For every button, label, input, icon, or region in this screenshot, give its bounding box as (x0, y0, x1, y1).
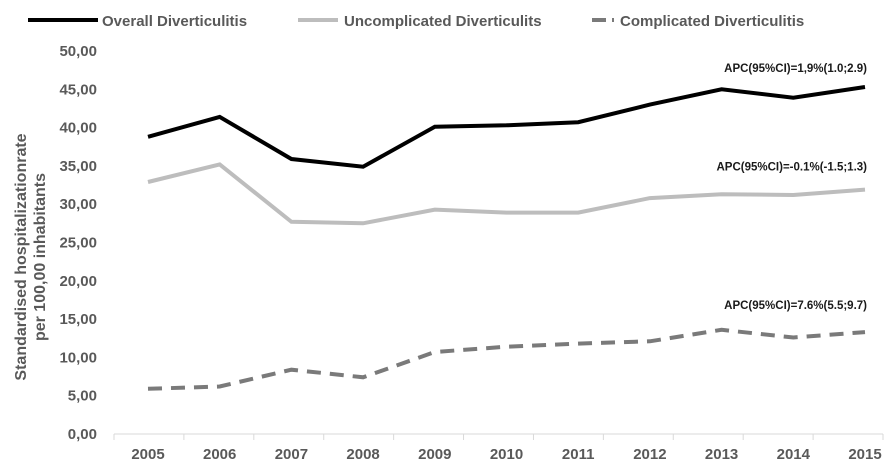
x-tick-label: 2011 (562, 446, 595, 463)
y-tick-label: 25,00 (59, 235, 97, 252)
x-axis: 2005 2006 2007 2008 2009 2010 2011 2012 2013 2014… (114, 434, 883, 463)
x-tick-label: 2006 (203, 446, 236, 463)
x-tick-label: 2013 (705, 446, 738, 463)
series-line-3 (148, 330, 865, 389)
series-lines (148, 87, 865, 389)
x-tick-label: 2015 (848, 446, 881, 463)
series-line-1 (148, 87, 865, 167)
x-tick-label: 2005 (131, 446, 164, 463)
x-tick-label: 2008 (346, 446, 379, 463)
y-axis-label: Standardised hospitalizationrate per 100… (13, 133, 49, 380)
x-tick-label: 2009 (418, 446, 451, 463)
apc-annotation: APC(95%CI)=1,9%(1.0;2.9) (724, 63, 867, 75)
legend-label: Overall Diverticulitis (102, 13, 247, 30)
y-tick-label: 10,00 (59, 349, 97, 366)
apc-annotation: APC(95%CI)=7.6%(5.5;9.7) (724, 300, 867, 312)
x-tick-label: 2010 (490, 446, 523, 463)
y-axis-ticks: 0,00 5,00 10,00 15,00 20,00 25,00 30,00 35,00 40… (59, 43, 97, 443)
apc-annotation: APC(95%CI)=-0.1%(-1.5;1.3) (716, 162, 867, 174)
y-tick-label: 20,00 (59, 273, 97, 290)
legend: Overall Diverticulitis Uncomplicated Dive… (28, 13, 804, 30)
x-tick-label: 2007 (275, 446, 308, 463)
y-tick-label: 0,00 (68, 426, 97, 443)
legend-label: Complicated Diverticulitis (620, 13, 804, 30)
y-tick-label: 35,00 (59, 158, 97, 175)
y-tick-label: 50,00 (59, 43, 97, 60)
y-tick-label: 30,00 (59, 196, 97, 213)
x-tick-label: 2012 (633, 446, 666, 463)
y-axis-label-line-2: per 100,00 inhabitants (32, 173, 49, 341)
y-tick-label: 45,00 (59, 81, 97, 98)
annotations: APC(95%CI)=1,9%(1.0;2.9) APC(95%CI)=-0.1%… (716, 63, 867, 312)
y-axis-label-line-1: Standardised hospitalizationrate (13, 133, 30, 380)
legend-label: Uncomplicated Diverticulits (344, 13, 542, 30)
x-tick-label: 2014 (777, 446, 811, 463)
y-tick-label: 5,00 (68, 388, 97, 405)
y-tick-label: 40,00 (59, 120, 97, 137)
y-tick-label: 15,00 (59, 311, 97, 328)
